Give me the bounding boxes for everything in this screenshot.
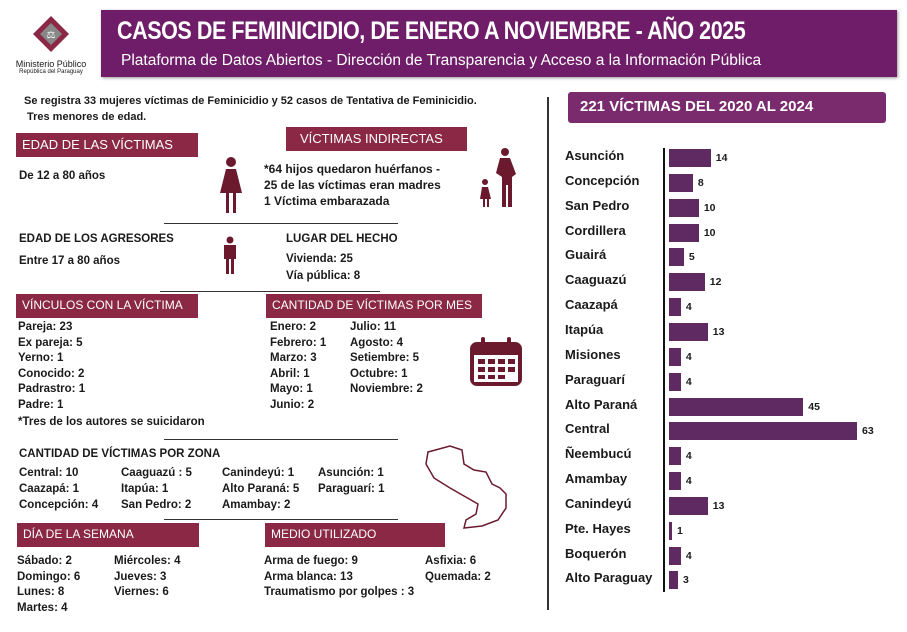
section-victimas-indirectas: VÍCTIMAS INDIRECTAS (286, 127, 467, 151)
zona-title: CANTIDAD DE VÍCTIMAS POR ZONA (19, 448, 221, 460)
bar-label: Concepción (565, 172, 640, 188)
bar-label: Paraguarí (565, 371, 625, 387)
edad-agresores-value: Entre 17 a 80 años (19, 255, 120, 267)
medio-col1: Arma de fuego: 9 Arma blanca: 13 Traumatis… (264, 555, 415, 598)
intro: Se registra 33 mujeres víctimas de Femin… (24, 95, 477, 123)
bar-label: Alto Paraguay (565, 570, 653, 586)
bar-value-label: 13 (712, 325, 725, 338)
zona-col1: Central: 10 Caazapá: 1 Concepción: 4 (19, 467, 99, 511)
bar (669, 546, 681, 565)
vertical-divider (547, 97, 549, 610)
bar-value-label: 8 (697, 176, 704, 189)
bar-label: Boquerón (565, 545, 627, 561)
page-title: CASOS DE FEMINICIDIO, DE ENERO A NOVIEMB… (117, 17, 746, 45)
paraguay-map-icon (425, 445, 507, 529)
bar-value-label: 45 (808, 400, 820, 413)
section-edad-victimas: EDAD DE LAS VÍCTIMAS (16, 133, 198, 157)
bar-label: San Pedro (565, 197, 630, 213)
man-icon (224, 236, 236, 274)
header-banner: CASOS DE FEMINICIDIO, DE ENERO A NOVIEMB… (101, 10, 897, 77)
bar (669, 248, 684, 267)
section-vinculos: VÍNCULOS CON LA VÍCTIMA (16, 294, 198, 318)
bar (669, 173, 693, 192)
bar-value-label: 3 (682, 574, 689, 587)
section-dia-semana: DÍA DE LA SEMANA (17, 523, 199, 547)
bar-value-label: 4 (685, 375, 692, 388)
bar (669, 198, 699, 217)
medio-col2: Asfixia: 6 Quemada: 2 (425, 555, 491, 583)
bar-label: Asunción (565, 148, 625, 163)
bar (669, 347, 681, 366)
bar-label: Ñeembucú (565, 446, 632, 462)
dia-col2: Miércoles: 4 Jueves: 3 Viernes: 6 (114, 555, 181, 598)
dia-col1: Sábado: 2 Domingo: 6 Lunes: 8 Martes: 4 (17, 555, 81, 614)
lugar-title: LUGAR DEL HECHO (286, 233, 398, 245)
bar-value-label: 4 (685, 301, 692, 314)
chart-axis (663, 148, 665, 592)
mother-child-icon (480, 148, 516, 207)
section-medio: MEDIO UTILIZADO (265, 523, 445, 547)
bar-value-label: 12 (709, 276, 722, 289)
bar-label: Central (565, 421, 610, 437)
scales-of-justice-icon: ⚖ (33, 16, 69, 52)
bar-value-label: 4 (685, 475, 692, 488)
bar-label: Pte. Hayes (565, 520, 631, 536)
edad-agresores-title: EDAD DE LOS AGRESORES (19, 233, 174, 245)
bar-label: Caaguazú (565, 272, 627, 288)
divider (164, 223, 398, 224)
chart-title: 221 VÍCTIMAS DEL 2020 AL 2024 (568, 92, 886, 123)
bar (669, 521, 672, 540)
bar (669, 298, 681, 317)
bar-label: Alto Paraná (565, 396, 638, 412)
bar-value-label: 63 (862, 425, 874, 438)
bar-label: Itapúa (565, 321, 604, 337)
bar (669, 322, 708, 341)
logo: ⚖ Ministerio Público República del Parag… (10, 14, 92, 75)
bar-value-label: 14 (715, 152, 728, 164)
bar-value-label: 13 (712, 499, 725, 512)
bar-label: Misiones (565, 346, 621, 362)
bar (669, 472, 681, 491)
bar (669, 496, 708, 515)
bar (669, 422, 857, 441)
bar-value-label: 4 (685, 450, 692, 463)
lugar-values: Vivienda: 25 Vía pública: 8 (286, 253, 361, 282)
mes-col1: Enero: 2 Febrero: 1 Marzo: 3 Abril: 1 Mayo: … (270, 321, 327, 411)
bar (669, 372, 681, 391)
bar-value-label: 10 (703, 201, 716, 214)
section-por-mes: CANTIDAD DE VÍCTIMAS POR MES (266, 294, 482, 318)
zona-col4: Asunción: 1 Paraguarí: 1 (318, 467, 385, 495)
bar-value-label: 4 (685, 350, 692, 363)
bar-label: Amambay (565, 471, 628, 487)
divider (160, 291, 380, 292)
bar (669, 447, 681, 466)
bar-value-label: 4 (685, 549, 692, 562)
page-subtitle: Plataforma de Datos Abiertos - Dirección… (121, 52, 762, 69)
bar (669, 571, 678, 590)
divider (164, 519, 398, 520)
bar-value-label: 10 (703, 226, 716, 239)
bar-value-label: 1 (677, 524, 683, 537)
bar-label: Canindeyú (565, 495, 632, 511)
bar (669, 149, 711, 167)
svg-text:⚖: ⚖ (47, 30, 56, 41)
mes-col2: Julio: 11 Agosto: 4 Setiembre: 5 Octubre: 1… (350, 321, 423, 395)
bar-label: Guairá (565, 247, 607, 263)
calendar-icon (470, 337, 522, 386)
bar (669, 273, 705, 292)
zona-col2: Caaguazú : 5 Itapúa: 1 San Pedro: 2 (121, 467, 192, 511)
divider (164, 439, 398, 440)
bar (669, 223, 699, 242)
bar-value-label: 5 (688, 251, 695, 264)
victimas-indirectas-text: *64 hijos quedaron huérfanos - 25 de las… (264, 162, 441, 208)
vinculos-list: Pareja: 23 Ex pareja: 5 Yerno: 1 Conocid… (18, 321, 205, 428)
edad-victimas-value: De 12 a 80 años (19, 170, 106, 182)
bar (669, 397, 804, 416)
bar-label: Caazapá (565, 297, 618, 313)
zona-col3: Canindeyú: 1 Alto Paraná: 5 Amambay: 2 (222, 467, 300, 511)
woman-icon (220, 157, 242, 213)
bar-label: Cordillera (565, 222, 626, 238)
